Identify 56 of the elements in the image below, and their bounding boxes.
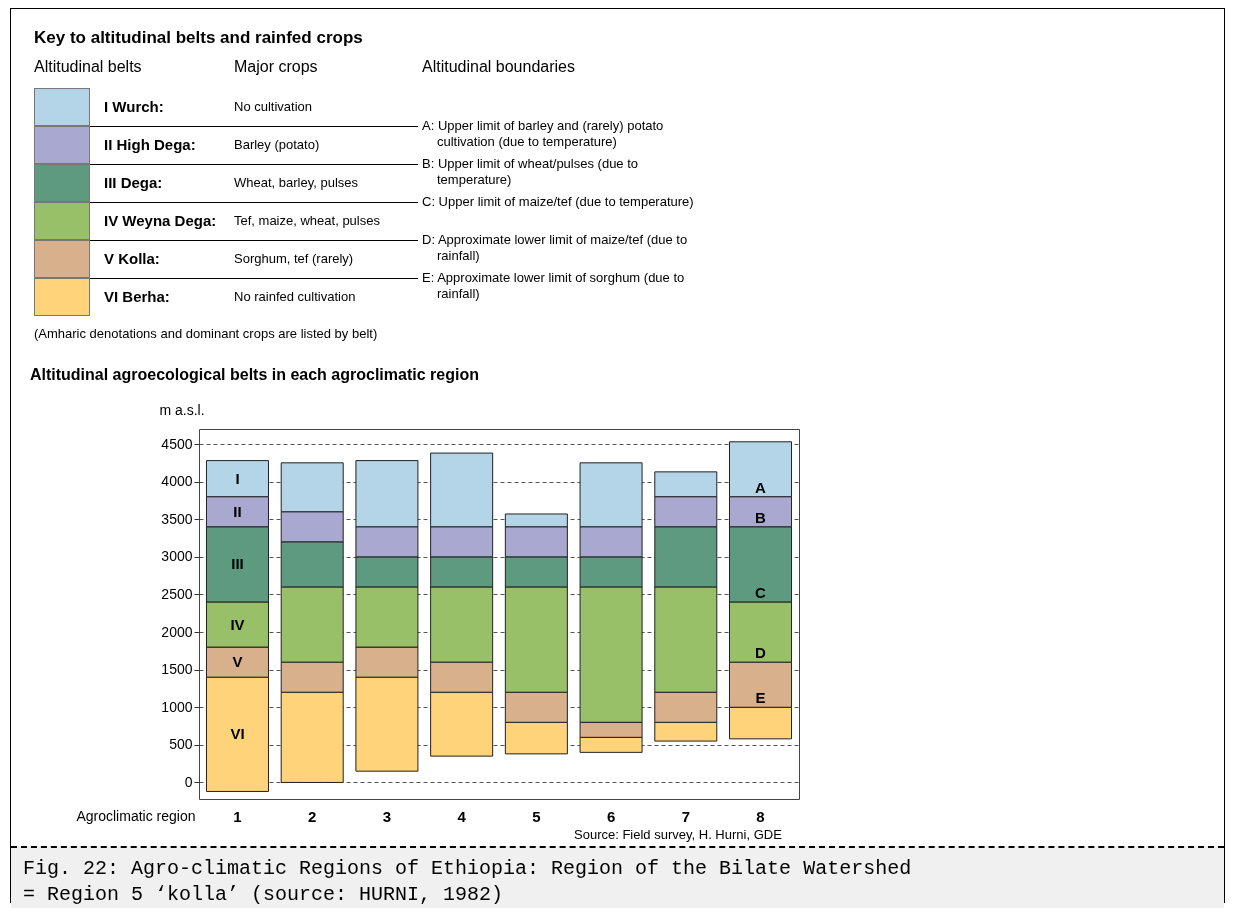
text: V Kolla: xyxy=(104,250,160,267)
text: Major crops xyxy=(234,58,318,76)
source-note: Source: Field survey, H. Hurni, GDE xyxy=(574,827,782,842)
x-tick-label: 8 xyxy=(756,807,765,825)
series-label: IV xyxy=(230,615,245,633)
text: Sorghum, tef (rarely) xyxy=(234,251,354,266)
y-tick-label: 0 xyxy=(184,773,193,790)
text: IV Weyna Dega: xyxy=(104,212,217,229)
x-tick-label: 6 xyxy=(606,807,616,825)
y-tick-label: 500 xyxy=(169,736,193,753)
text: Wheat, barley, pulses xyxy=(234,175,359,190)
text: Altitudinal belts xyxy=(34,58,142,76)
text: Altitudinal boundaries xyxy=(422,58,575,76)
annotation: C xyxy=(755,583,767,601)
y-tick-label: 2500 xyxy=(161,585,193,602)
y-tick-label: 1500 xyxy=(161,661,193,678)
text: B: Upper limit of wheat/pulses (due to temperature) xyxy=(422,156,640,188)
series-label: VI xyxy=(230,725,245,743)
x-tick-label: 4 xyxy=(457,807,467,825)
text: A: Upper limit of barley and (rarely) potato cultivation (due to temperature) xyxy=(422,118,665,150)
text: Key to altitudinal belts and rainfed crops xyxy=(34,28,363,48)
series-label: I xyxy=(235,469,240,487)
y-tick-label: 3000 xyxy=(161,548,193,565)
text: No rainfed cultivation xyxy=(234,289,356,304)
text: I Wurch: xyxy=(104,98,164,115)
y-axis-title: m a.s.l. xyxy=(159,401,205,418)
x-tick-label: 1 xyxy=(233,807,242,825)
caption: Fig. 22: Agro-climatic Regions of Ethiopia: Region of the Bilate Watershed = Region 5 ‘kolla’ (source: HURNI, 1982) xyxy=(23,856,913,908)
text: Tef, maize, wheat, pulses xyxy=(234,213,380,228)
text: C: Upper limit of maize/tef (due to temperature) xyxy=(422,194,695,210)
annotation: A xyxy=(755,478,767,496)
y-tick-label: 3500 xyxy=(161,510,193,527)
text: Barley (potato) xyxy=(234,137,320,152)
text: VI Berha: xyxy=(104,288,170,305)
y-tick-label: 4000 xyxy=(161,473,193,490)
x-tick-label: 2 xyxy=(308,807,317,825)
annotation: D xyxy=(755,644,767,662)
y-tick-label: 1000 xyxy=(161,698,193,715)
text: No cultivation xyxy=(234,99,313,114)
series-label: II xyxy=(233,502,242,520)
x-tick-label: 5 xyxy=(532,807,541,825)
text: (Amharic denotations and dominant crops are listed by belt) xyxy=(34,326,378,341)
annotation: B xyxy=(755,508,767,526)
text: III Dega: xyxy=(104,174,163,191)
text: II High Dega: xyxy=(104,136,196,153)
chart-title: Altitudinal agroecological belts in each agroclimatic region xyxy=(29,366,479,383)
series-label: V xyxy=(232,653,243,671)
y-tick-label: 4500 xyxy=(161,435,193,452)
y-tick-label: 2000 xyxy=(161,623,193,640)
text: E: Approximate lower limit of sorghum (due to rainfall) xyxy=(422,270,686,302)
x-tick-label: 3 xyxy=(382,807,392,825)
text: D: Approximate lower limit of maize/tef (due to rainfall) xyxy=(422,232,689,264)
annotation: E xyxy=(755,689,766,707)
x-tick-label: 7 xyxy=(681,807,690,825)
series-label: III xyxy=(231,555,244,573)
x-axis-title: Agroclimatic region xyxy=(76,807,196,824)
